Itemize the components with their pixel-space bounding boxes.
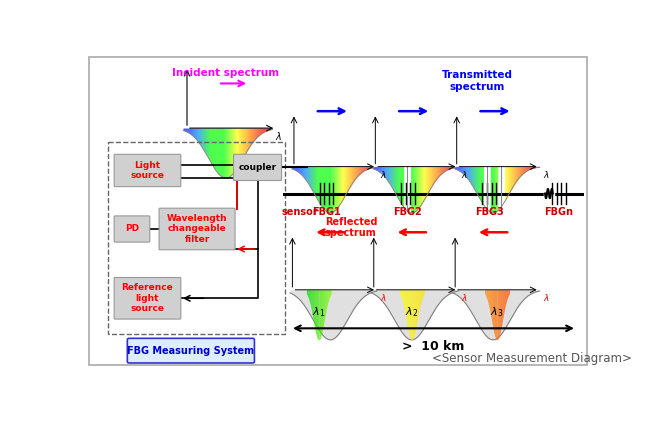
Text: FBGn: FBGn [544,207,573,217]
Text: coupler: coupler [239,163,277,172]
Text: Wavelength
changeable
filter: Wavelength changeable filter [167,214,227,244]
FancyBboxPatch shape [159,208,235,250]
Text: <Sensor Measurement Diagram>: <Sensor Measurement Diagram> [432,352,632,365]
FancyBboxPatch shape [127,338,254,363]
Text: $\lambda$: $\lambda$ [380,292,387,303]
Text: $\lambda$: $\lambda$ [461,169,468,180]
Text: sensor: sensor [281,207,318,217]
Text: $\lambda$: $\lambda$ [543,169,550,180]
FancyBboxPatch shape [114,216,150,242]
Text: Light
source: Light source [130,161,165,180]
Text: FBG Measuring System: FBG Measuring System [127,345,254,356]
FancyBboxPatch shape [114,154,181,187]
Text: FBG1: FBG1 [312,207,341,217]
Text: $\lambda$: $\lambda$ [275,130,282,142]
Text: $\lambda_1$: $\lambda_1$ [312,305,326,319]
FancyBboxPatch shape [233,154,281,181]
Text: $\lambda$: $\lambda$ [380,169,387,180]
Text: Transmitted
spectrum: Transmitted spectrum [442,70,513,92]
FancyBboxPatch shape [114,277,181,319]
Text: Reference
light
source: Reference light source [122,283,173,313]
Text: PD: PD [125,225,139,233]
Text: >  10 km: > 10 km [402,340,465,353]
Text: $\lambda_2$: $\lambda_2$ [405,305,418,319]
Text: $\lambda$: $\lambda$ [543,292,550,303]
Text: FBG3: FBG3 [475,207,503,217]
Text: $\lambda_3$: $\lambda_3$ [490,305,503,319]
Bar [108,142,285,334]
Text: FBG2: FBG2 [393,207,422,217]
Text: Incident spectrum: Incident spectrum [172,68,279,78]
Text: Reflected
spectrum: Reflected spectrum [325,217,378,238]
Text: $\lambda$: $\lambda$ [461,292,468,303]
